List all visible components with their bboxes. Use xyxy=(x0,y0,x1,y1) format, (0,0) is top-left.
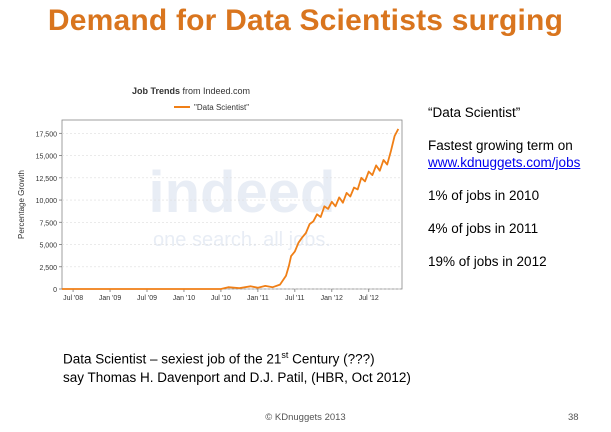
x-tick-label: Jul '12 xyxy=(359,295,379,302)
fastest-growing-text: Fastest growing term on xyxy=(428,138,573,153)
indeed-watermark: indeed xyxy=(149,160,336,225)
series-line-data-scientist xyxy=(62,128,400,290)
job-trends-chart: Job Trends from Indeed.com "Data Scientis… xyxy=(14,84,410,302)
stat-2011: 4% of jobs in 2011 xyxy=(428,221,539,236)
x-tick-label: Jul '09 xyxy=(137,295,157,302)
x-tick-label: Jul '11 xyxy=(285,295,305,302)
y-tick-label: 7,500 xyxy=(39,220,57,227)
quote-line-1: Data Scientist – sexiest job of the 21st… xyxy=(63,350,375,367)
stat-2012: 19% of jobs in 2012 xyxy=(428,254,547,269)
y-tick-label: 17,500 xyxy=(36,131,58,138)
page-number: 38 xyxy=(568,412,579,423)
y-tick-label: 10,000 xyxy=(36,198,58,205)
term-label: “Data Scientist” xyxy=(428,105,521,120)
y-tick-label: 0 xyxy=(53,287,57,294)
x-tick-label: Jul '08 xyxy=(63,295,83,302)
legend-label: "Data Scientist" xyxy=(194,103,249,112)
y-axis-label: Percentage Growth xyxy=(17,170,26,239)
y-tick-label: 12,500 xyxy=(36,176,58,183)
side-notes: “Data Scientist” Fastest growing term on… xyxy=(428,104,608,286)
stat-2010: 1% of jobs in 2010 xyxy=(428,188,540,203)
quote-line-2: say Thomas H. Davenport and D.J. Patil, … xyxy=(63,369,411,385)
x-tick-label: Jan '11 xyxy=(247,295,269,302)
y-tick-label: 15,000 xyxy=(36,154,58,161)
chart-title: Job Trends from Indeed.com xyxy=(132,86,250,96)
fastest-growing-note: Fastest growing term on www.kdnuggets.co… xyxy=(428,137,608,171)
footer-copyright: © KDnuggets 2013 xyxy=(265,412,346,423)
x-tick-label: Jan '09 xyxy=(99,295,121,302)
slide-title: Demand for Data Scientists surging xyxy=(47,4,564,37)
x-tick-label: Jan '12 xyxy=(321,295,343,302)
y-tick-label: 5,000 xyxy=(39,243,57,250)
job-trends-chart-svg: Job Trends from Indeed.com "Data Scientis… xyxy=(17,86,403,302)
indeed-watermark-tagline: one search. all jobs. xyxy=(153,229,331,251)
kdnuggets-jobs-link[interactable]: www.kdnuggets.com/jobs xyxy=(428,155,581,170)
x-tick-label: Jan '10 xyxy=(173,295,195,302)
x-tick-label: Jul '10 xyxy=(211,295,231,302)
y-tick-label: 2,500 xyxy=(39,265,57,272)
quote-block: Data Scientist – sexiest job of the 21st… xyxy=(63,346,411,387)
